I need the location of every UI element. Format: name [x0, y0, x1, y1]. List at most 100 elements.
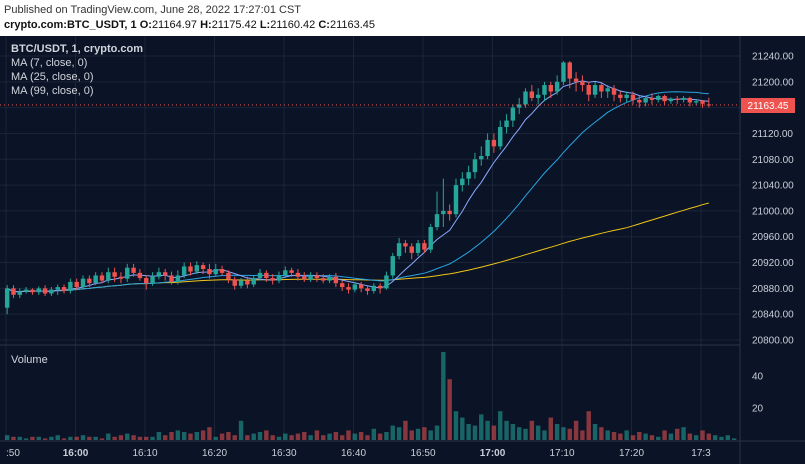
high-value: 21175.42: [211, 19, 257, 31]
volume-bar: [567, 428, 572, 440]
time-tick-label: 16:20: [202, 448, 227, 459]
high-label: H:: [200, 19, 212, 31]
candle-body: [675, 98, 680, 100]
volume-bar: [460, 417, 465, 440]
volume-bar: [169, 432, 174, 440]
legend-ma99[interactable]: MA (99, close, 0): [11, 85, 94, 97]
candle-body: [384, 275, 389, 289]
candle-body: [466, 172, 471, 179]
candle-body: [643, 97, 648, 103]
volume-bar: [516, 427, 522, 440]
volume-bar: [137, 436, 143, 440]
volume-bar: [403, 420, 408, 440]
time-axis[interactable]: :50 16:00 16:10 16:20 16:30 16:40 16:50 17:00 17…: [6, 448, 711, 459]
volume-bar: [396, 427, 402, 440]
candle-body: [4, 288, 10, 308]
volume-bar: [232, 435, 237, 440]
volume-bar: [125, 433, 130, 440]
candle-body: [460, 178, 465, 186]
candle-body: [232, 279, 237, 286]
time-tick-label: :50: [6, 448, 20, 459]
candle-body: [302, 276, 307, 280]
volume-bar: [681, 427, 686, 440]
volume-bar: [289, 435, 294, 440]
candle-body: [624, 94, 629, 98]
legend-ma25[interactable]: MA (25, close, 0): [11, 71, 94, 83]
volume-bar: [687, 433, 693, 440]
volume-bar: [371, 428, 377, 440]
volume-bar: [637, 432, 642, 440]
volume-bar: [314, 430, 320, 440]
candle-body: [188, 266, 193, 272]
candle-body: [453, 185, 459, 215]
close-label: C:: [318, 19, 330, 31]
candle-body: [42, 288, 48, 294]
time-tick-label: 16:10: [132, 448, 157, 459]
volume-tick-label: 40: [752, 372, 764, 383]
candle-body: [207, 269, 212, 275]
volume-bar: [675, 428, 680, 440]
candlestick-chart[interactable]: 21240.0021200.0021160.0021120.0021080.00…: [0, 36, 805, 464]
chart-background: [0, 36, 805, 464]
volume-bar: [42, 438, 48, 440]
volume-bar: [175, 430, 181, 440]
volume-bar: [283, 433, 288, 440]
volume-bar: [548, 417, 554, 440]
price-tick-label: 21040.00: [752, 181, 794, 192]
volume-bar: [409, 430, 414, 440]
volume-bar: [200, 430, 206, 440]
candle-body: [346, 287, 351, 290]
time-tick-label: 17:3: [691, 448, 711, 459]
volume-bar: [219, 433, 225, 440]
volume-bar: [618, 433, 623, 440]
candle-body: [194, 265, 200, 272]
candle-body: [333, 276, 339, 284]
candle-body: [365, 288, 370, 291]
candle-body: [403, 243, 408, 247]
volume-bar: [194, 432, 200, 440]
symbol-label: crypto.com:BTC_USDT, 1: [4, 19, 137, 31]
volume-bar: [207, 427, 212, 440]
candle-body: [447, 210, 452, 215]
candle-body: [510, 107, 516, 121]
candle-body: [245, 280, 250, 285]
volume-bar: [295, 433, 301, 440]
candle-body: [169, 275, 174, 282]
candle-body: [649, 97, 655, 100]
candle-body: [137, 272, 143, 279]
candle-body: [314, 275, 320, 279]
candle-body: [504, 120, 509, 127]
volume-bar: [93, 436, 98, 440]
candle-body: [554, 81, 560, 92]
volume-bars: [4, 352, 737, 440]
candle-body: [295, 272, 301, 277]
volume-bar: [99, 438, 105, 440]
volume-bar: [643, 433, 648, 440]
volume-bar: [725, 435, 731, 440]
volume-bar: [706, 433, 712, 440]
price-tick-label: 21240.00: [752, 52, 794, 63]
volume-bar: [542, 430, 547, 440]
candle-body: [257, 272, 263, 279]
candle-body: [592, 85, 598, 95]
candle-body: [156, 272, 162, 277]
volume-bar: [624, 430, 629, 440]
volume-bar: [346, 430, 351, 440]
volume-bar: [36, 436, 41, 440]
last-price-badge: 21163.45: [741, 98, 795, 113]
volume-bar: [466, 424, 471, 440]
volume-bar: [118, 435, 124, 440]
price-tick-label: 21080.00: [752, 155, 794, 166]
legend-ma7[interactable]: MA (7, close, 0): [11, 57, 87, 69]
open-value: 21164.97: [151, 19, 198, 31]
volume-bar: [592, 424, 598, 440]
volume-bar: [384, 432, 389, 440]
candle-body: [523, 91, 528, 105]
volume-bar: [61, 438, 67, 440]
volume-bar: [377, 433, 383, 440]
volume-bar: [415, 428, 421, 440]
candle-body: [529, 91, 535, 98]
low-label: L:: [259, 19, 271, 31]
volume-bar: [251, 433, 256, 440]
volume-bar: [358, 432, 364, 440]
